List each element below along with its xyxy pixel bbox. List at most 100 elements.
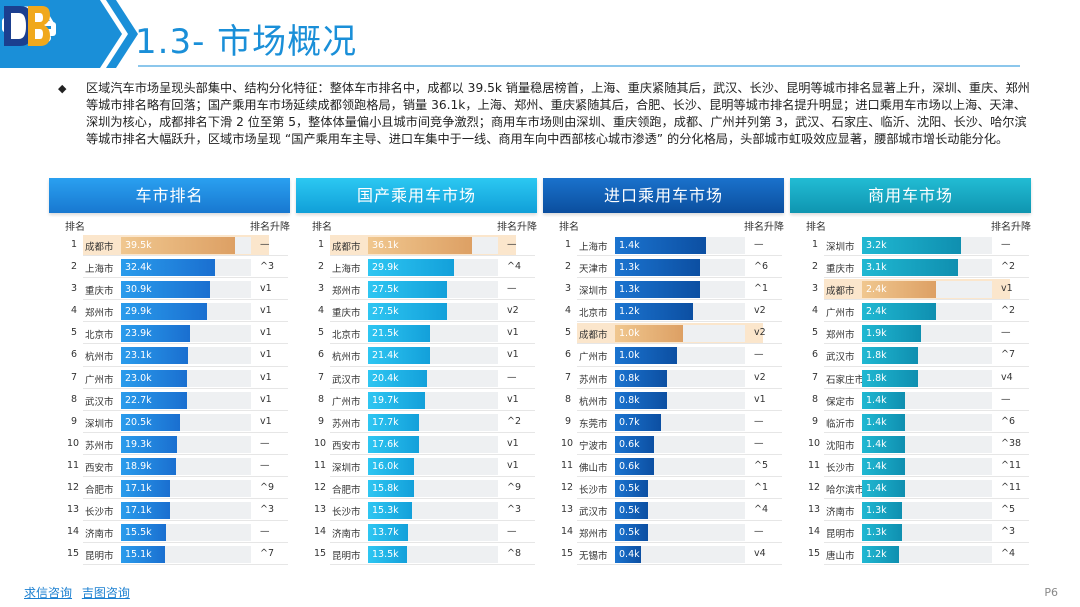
bar-track: 0.8k [615, 369, 745, 387]
rank-change: ^4 [507, 261, 522, 273]
value-label: 27.5k [372, 306, 399, 318]
rank-change: ^3 [260, 261, 275, 273]
rank-change: — [1001, 239, 1011, 250]
panel-commercial: 商用车市场 排名 排名升降 1 深圳市 3.2k — 2 重庆市 3.1k ^2 3 成都市 2.4… [790, 178, 1031, 568]
table-row: 5 郑州市 1.9k — [790, 322, 1031, 345]
value-bar [121, 369, 188, 387]
bar-track: 13.5k [368, 546, 498, 564]
bar-track: 1.3k [862, 502, 992, 520]
row-divider [824, 476, 1029, 478]
city-name: 深圳市 [332, 462, 361, 474]
table-row: 8 武汉市 22.7k v1 [49, 389, 290, 411]
bar-track: 1.4k [862, 435, 992, 453]
value-bar [862, 502, 903, 520]
rank-number: 6 [564, 349, 571, 361]
value-label: 15.3k [372, 505, 399, 517]
value-label: 2.4k [866, 306, 887, 318]
footer-link-1[interactable]: 求信咨询 [24, 586, 73, 600]
bar-track: 1.9k [862, 325, 992, 343]
table-row: 13 济南市 1.3k ^5 [790, 499, 1031, 522]
row-divider [330, 343, 535, 345]
bar-track: 1.2k [615, 303, 745, 321]
rank-change: — [507, 283, 517, 295]
value-bar [862, 457, 906, 475]
rank-change: ^7 [260, 548, 275, 560]
value-label: 27.5k [372, 284, 399, 296]
bar-track: 13.7k [368, 524, 498, 542]
rank-number: 4 [811, 305, 818, 317]
value-bar [368, 480, 414, 498]
footer-link-2[interactable]: 吉图咨询 [81, 586, 130, 600]
bar-track: 3.2k [862, 237, 992, 254]
value-label: 0.6k [619, 460, 640, 472]
value-label: 18.9k [125, 460, 152, 472]
table-row: 15 无锡市 0.4k v4 [543, 543, 784, 566]
rank-change: — [754, 239, 764, 250]
rank-number: 11 [808, 459, 821, 471]
rank-change: — [260, 239, 270, 250]
value-bar [862, 237, 962, 254]
rank-change: ^2 [1001, 305, 1016, 317]
value-label: 1.3k [619, 284, 640, 296]
bar-track: 15.3k [368, 502, 498, 520]
bar-track: 1.4k [615, 237, 745, 254]
table-row: 14 济南市 13.7k — [296, 521, 537, 544]
rank-change: ^3 [260, 504, 275, 516]
bar-track: 27.5k [368, 281, 498, 299]
value-label: 23.1k [125, 350, 152, 362]
value-bar [121, 237, 236, 254]
row-divider [824, 365, 1029, 367]
value-bar [368, 369, 427, 387]
city-name: 郑州市 [85, 308, 114, 320]
value-label: 1.9k [866, 328, 887, 340]
city-name: 济南市 [826, 507, 855, 519]
table-row: 12 合肥市 15.8k ^9 [296, 477, 537, 500]
city-name: 哈尔滨市 [826, 485, 865, 497]
rank-number: 1 [317, 239, 324, 250]
rank-change: v1 [260, 283, 272, 295]
panel-overall-ranking: 车市排名 排名 排名升降 1 成都市 39.5k — 2 上海市 32.4k ^3 3 重庆市 30… [49, 178, 290, 568]
city-name: 苏州市 [579, 374, 608, 386]
rank-change: v1 [507, 349, 519, 361]
rank-number: 11 [314, 459, 327, 471]
table-row: 12 合肥市 17.1k ^9 [49, 477, 290, 500]
city-name: 济南市 [332, 529, 361, 541]
bar-track: 23.1k [121, 347, 251, 365]
value-bar [862, 546, 900, 564]
table-row: 5 北京市 21.5k v1 [296, 322, 537, 345]
value-bar [368, 325, 431, 343]
bar-track: 17.6k [368, 435, 498, 453]
table-row: 10 沈阳市 1.4k ^38 [790, 433, 1031, 455]
value-bar [121, 435, 177, 453]
city-name: 合肥市 [85, 485, 114, 497]
table-row: 8 杭州市 0.8k v1 [543, 389, 784, 411]
table-row: 12 哈尔滨市 1.4k ^11 [790, 477, 1031, 500]
value-bar [368, 457, 415, 475]
table-row: 15 昆明市 15.1k ^7 [49, 543, 290, 566]
row-divider [83, 476, 288, 478]
value-label: 1.0k [619, 350, 640, 362]
rank-number: 9 [564, 415, 571, 427]
row-divider [83, 277, 288, 279]
rank-change: — [754, 349, 764, 361]
table-row: 4 重庆市 27.5k v2 [296, 300, 537, 323]
table-row: 3 成都市 2.4k v1 [790, 278, 1031, 301]
city-name: 广州市 [826, 308, 855, 320]
row-divider [577, 453, 782, 455]
city-name: 昆明市 [332, 551, 361, 563]
row-divider [330, 431, 535, 433]
value-label: 1.4k [866, 483, 887, 495]
bar-track: 27.5k [368, 303, 498, 321]
rank-change: — [260, 437, 270, 449]
table-row: 11 长沙市 1.4k ^11 [790, 455, 1031, 478]
rank-change: v2 [507, 305, 519, 317]
value-label: 23.0k [125, 372, 152, 384]
row-divider [330, 299, 535, 301]
city-name: 无锡市 [579, 551, 608, 563]
table-row: 13 长沙市 17.1k ^3 [49, 499, 290, 522]
table-row: 7 苏州市 0.8k v2 [543, 367, 784, 389]
rank-change: ^1 [754, 283, 769, 295]
rank-change: ^3 [507, 504, 522, 516]
value-bar [121, 325, 191, 343]
rank-change: — [260, 526, 270, 538]
